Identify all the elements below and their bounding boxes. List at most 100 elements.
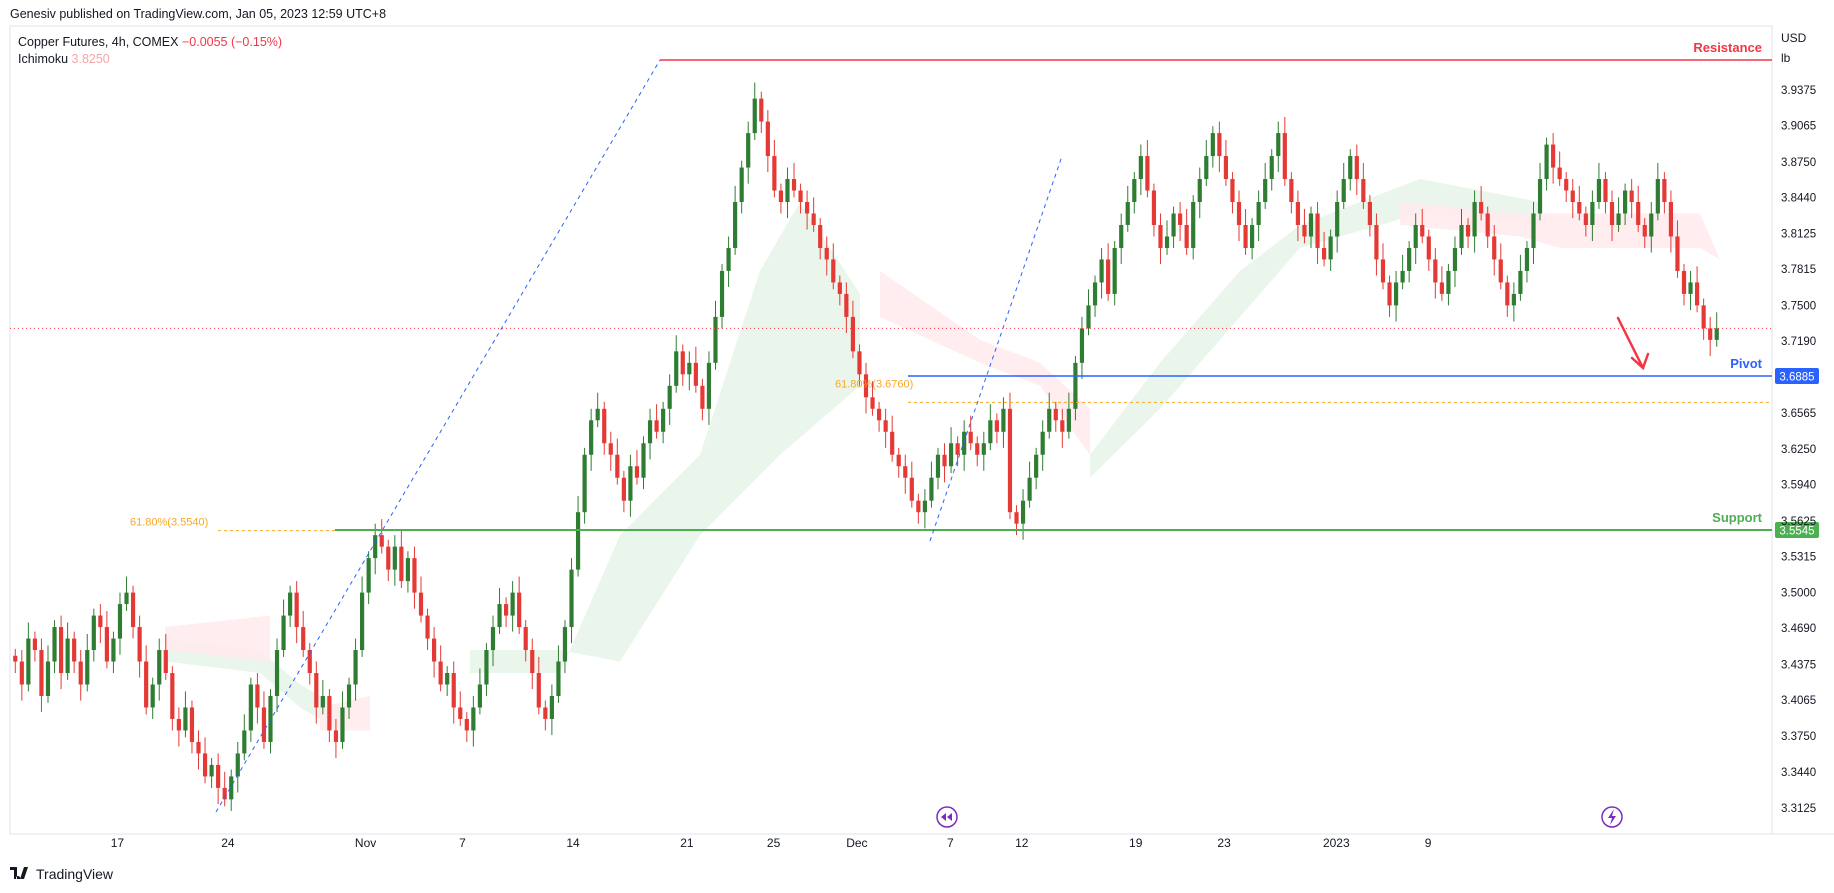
cloud-band [165, 615, 270, 662]
candle-body [778, 190, 784, 203]
candle-body [1551, 144, 1556, 168]
candle-body [608, 443, 613, 455]
candle-body [929, 477, 934, 501]
candle-body [719, 270, 725, 317]
candle-body [78, 661, 83, 685]
candle-body [399, 546, 404, 582]
candle-body [1387, 282, 1392, 306]
y-tick-label: 3.6250 [1781, 444, 1816, 456]
candle-body [824, 247, 829, 260]
candle-body [111, 638, 116, 662]
candle-body [1361, 179, 1366, 203]
candle-body [124, 592, 129, 605]
indicator-line[interactable]: Ichimoku 3.8250 [18, 51, 282, 68]
candle-body [1479, 202, 1484, 214]
candle-body [1210, 133, 1215, 157]
candle-body [935, 454, 941, 478]
candle-body [523, 627, 528, 651]
candle-body [1308, 213, 1314, 237]
candle-body [144, 661, 149, 708]
tradingview-logo-icon [10, 866, 30, 882]
candle-body [641, 443, 646, 478]
candle-body [857, 351, 862, 375]
x-tick-label: 2023 [1323, 836, 1350, 850]
x-tick-label: 24 [221, 836, 235, 850]
candle-body [1014, 512, 1019, 524]
candle-body [536, 673, 541, 708]
candle-body [333, 730, 339, 742]
candle-body [1007, 408, 1013, 513]
candle-body [1171, 213, 1176, 237]
candle-body [896, 454, 901, 467]
candle-body [163, 650, 168, 674]
x-tick-label: 17 [111, 836, 125, 850]
candle-body [1132, 179, 1137, 203]
candle-body [1302, 224, 1307, 237]
candle-body [1040, 431, 1045, 455]
candle-body [962, 431, 967, 455]
candle-body [811, 213, 816, 225]
candle-body [26, 638, 31, 685]
y-tick-label: 3.7500 [1781, 300, 1816, 312]
candle-body [517, 592, 522, 628]
candle-body [1642, 224, 1647, 237]
symbol-line[interactable]: Copper Futures, 4h, COMEX −0.0055 (−0.15… [18, 34, 282, 51]
candle-body [1636, 202, 1641, 225]
candle-body [58, 627, 64, 674]
candle-body [1498, 259, 1503, 283]
y-tick-label: 3.5315 [1781, 551, 1816, 563]
candle-body [530, 650, 535, 674]
x-tick-label: 14 [566, 836, 580, 850]
y-tick-label: 3.7815 [1781, 264, 1816, 276]
candle-body [752, 98, 757, 134]
candle-body [1269, 156, 1274, 180]
candle-body [1145, 156, 1150, 191]
candle-body [562, 627, 568, 662]
candle-body [1099, 259, 1104, 283]
candle-body [706, 362, 712, 409]
time-axis[interactable]: 17 24 Nov 7 14 21 25 Dec 7 12 19 23 2023 9 [111, 836, 1432, 850]
symbol-label: Copper Futures, 4h, COMEX [18, 35, 179, 49]
candle-body [425, 615, 430, 639]
candle-body [1020, 500, 1026, 524]
candle-body [772, 156, 777, 191]
candle-body [1603, 179, 1608, 203]
price-axis[interactable]: USD lb 3.9375 3.9065 3.8750 3.8440 3.8125 3.7… [1781, 31, 1816, 815]
candle-body [301, 627, 306, 651]
candle-body [1053, 408, 1058, 421]
candle-body [615, 454, 620, 478]
y-tick-label: 3.6565 [1781, 408, 1816, 420]
candle-body [981, 443, 986, 455]
y-tick-label: 3.3750 [1781, 731, 1816, 743]
candle-body [464, 718, 469, 731]
y-tick-label: 3.5940 [1781, 480, 1816, 492]
y-tick-label: 3.8125 [1781, 229, 1816, 241]
x-tick-label: 7 [459, 836, 466, 850]
candle-body [1609, 202, 1615, 225]
candle-body [1537, 179, 1543, 214]
y-tick-label: 3.4375 [1781, 659, 1816, 671]
candle-body [1505, 282, 1510, 306]
candle-body [1662, 179, 1667, 203]
y-tick-label: 3.5625 [1781, 516, 1816, 528]
candle-body [1348, 156, 1353, 180]
event-icon[interactable] [936, 806, 958, 828]
candle-body [438, 661, 443, 685]
lightning-icon[interactable] [1601, 806, 1623, 828]
pivot-price-tag: 3.6885 [1779, 372, 1814, 384]
y-tick-label: 3.8750 [1781, 157, 1816, 169]
candle-body [157, 650, 162, 685]
candle-body [876, 408, 882, 421]
footer-brand[interactable]: TradingView [10, 866, 113, 882]
candle-body [1066, 408, 1071, 432]
candle-body [1590, 202, 1595, 225]
candle-body [1204, 156, 1209, 180]
candle-body [798, 190, 803, 203]
candle-body [680, 351, 685, 375]
candle-body [1125, 202, 1130, 225]
candle-body [281, 615, 286, 651]
candle-body [1178, 213, 1183, 225]
candle-body [327, 695, 332, 731]
candle-body [366, 558, 371, 593]
